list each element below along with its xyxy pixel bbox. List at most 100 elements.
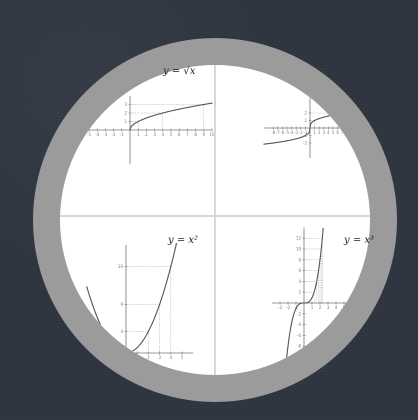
y-tick-label: 2 (298, 290, 301, 295)
guide-line (130, 104, 205, 130)
x-tick-label: 3 (323, 130, 326, 135)
data-point (129, 129, 131, 131)
data-point (314, 119, 316, 122)
data-point (300, 136, 302, 139)
x-tick-label: 4 (327, 130, 330, 135)
x-tick-label: 1 (313, 130, 316, 135)
x-tick-label: 6 (178, 132, 181, 137)
data-point (304, 134, 306, 137)
x-tick-label: -4 (95, 132, 99, 137)
x-tick-label: 2 (147, 355, 150, 360)
y-tick-label: 10 (296, 247, 302, 252)
x-tick-label: 6 (336, 130, 339, 135)
data-point (137, 120, 139, 123)
y-tick-label: 2 (304, 111, 307, 116)
guide-line (126, 266, 172, 353)
x-tick-label: -2 (299, 130, 303, 135)
x-tick-label: 1 (137, 132, 140, 137)
data-point (159, 303, 161, 305)
x-tick-label: -2 (112, 132, 116, 137)
x-tick-label: 1 (311, 305, 314, 310)
data-point (315, 284, 317, 286)
data-point (175, 243, 177, 245)
x-tick-label: -3 (278, 305, 282, 310)
data-point (303, 302, 305, 304)
y-tick-label: 6 (298, 268, 301, 273)
x-tick-label: -4 (290, 130, 294, 135)
x-tick-label: 3 (327, 305, 330, 310)
x-tick-label: 3 (153, 132, 156, 137)
x-tick-label: 9 (203, 132, 206, 137)
y-tick-label: 3 (124, 102, 127, 107)
x-tick-label: 2 (145, 132, 148, 137)
y-tick-label: 4 (298, 279, 301, 284)
data-point (131, 125, 133, 127)
y-tick-label: 9 (120, 302, 123, 307)
x-tick-label: 4 (170, 355, 173, 360)
data-point (287, 345, 289, 347)
data-point (178, 108, 180, 110)
x-tick-label: 8 (194, 132, 197, 137)
y-tick-label: -2 (303, 141, 307, 146)
x-tick-label: 2 (318, 130, 321, 135)
data-point (91, 303, 93, 305)
data-point (299, 303, 301, 305)
x-tick-label: -1 (120, 132, 124, 137)
y-tick-label: -6 (297, 333, 301, 338)
x-tick-label: -2 (286, 305, 290, 310)
label-cube: y = x³ (343, 235, 374, 246)
data-point (263, 143, 265, 145)
data-point (147, 330, 149, 332)
data-point (295, 307, 297, 309)
data-point (145, 117, 147, 119)
y-tick-label: 8 (298, 257, 301, 262)
x-tick-label: 2 (319, 305, 322, 310)
data-point (319, 259, 321, 261)
label-square: y = x² (167, 235, 198, 246)
x-tick-label: -3 (294, 130, 298, 135)
x-tick-label: 7 (341, 130, 344, 135)
x-tick-label: 5 (332, 130, 335, 135)
y-tick-label: 4 (120, 329, 123, 334)
data-point (311, 297, 313, 299)
x-tick-label: 5 (170, 132, 173, 137)
y-tick-label: 16 (118, 264, 124, 269)
data-point (136, 347, 138, 349)
guide-line (130, 112, 164, 130)
data-point (272, 142, 274, 144)
x-tick-label: 3 (158, 355, 161, 360)
function-curve (129, 102, 213, 131)
y-tick-label: 1 (124, 119, 127, 124)
guide-line (304, 259, 321, 303)
x-tick-label: -1 (303, 130, 307, 135)
guide-line (310, 120, 315, 128)
data-point (308, 132, 310, 134)
y-tick-label: -4 (297, 322, 301, 327)
x-tick-label: 4 (162, 132, 165, 137)
data-point (322, 227, 324, 230)
data-point (286, 140, 288, 142)
x-tick-label: -5 (87, 132, 91, 137)
data-point (291, 320, 293, 322)
y-tick-label: -2 (297, 311, 301, 316)
x-tick-label: -8 (271, 130, 275, 135)
data-point (307, 301, 309, 303)
x-tick-label: 7 (186, 132, 189, 137)
data-point (203, 103, 205, 106)
data-point (162, 112, 164, 114)
data-point (211, 102, 213, 104)
x-tick-label: 10 (209, 132, 215, 137)
data-point (318, 117, 320, 120)
y-tick-label: 1 (304, 118, 307, 123)
x-tick-label: -7 (276, 130, 280, 135)
x-tick-label: -6 (280, 130, 284, 135)
data-point (86, 286, 88, 288)
y-tick-label: 12 (296, 236, 302, 241)
data-point (170, 266, 172, 268)
x-tick-label: 4 (335, 305, 338, 310)
x-tick-label: -5 (285, 130, 289, 135)
x-tick-label: -3 (103, 132, 107, 137)
